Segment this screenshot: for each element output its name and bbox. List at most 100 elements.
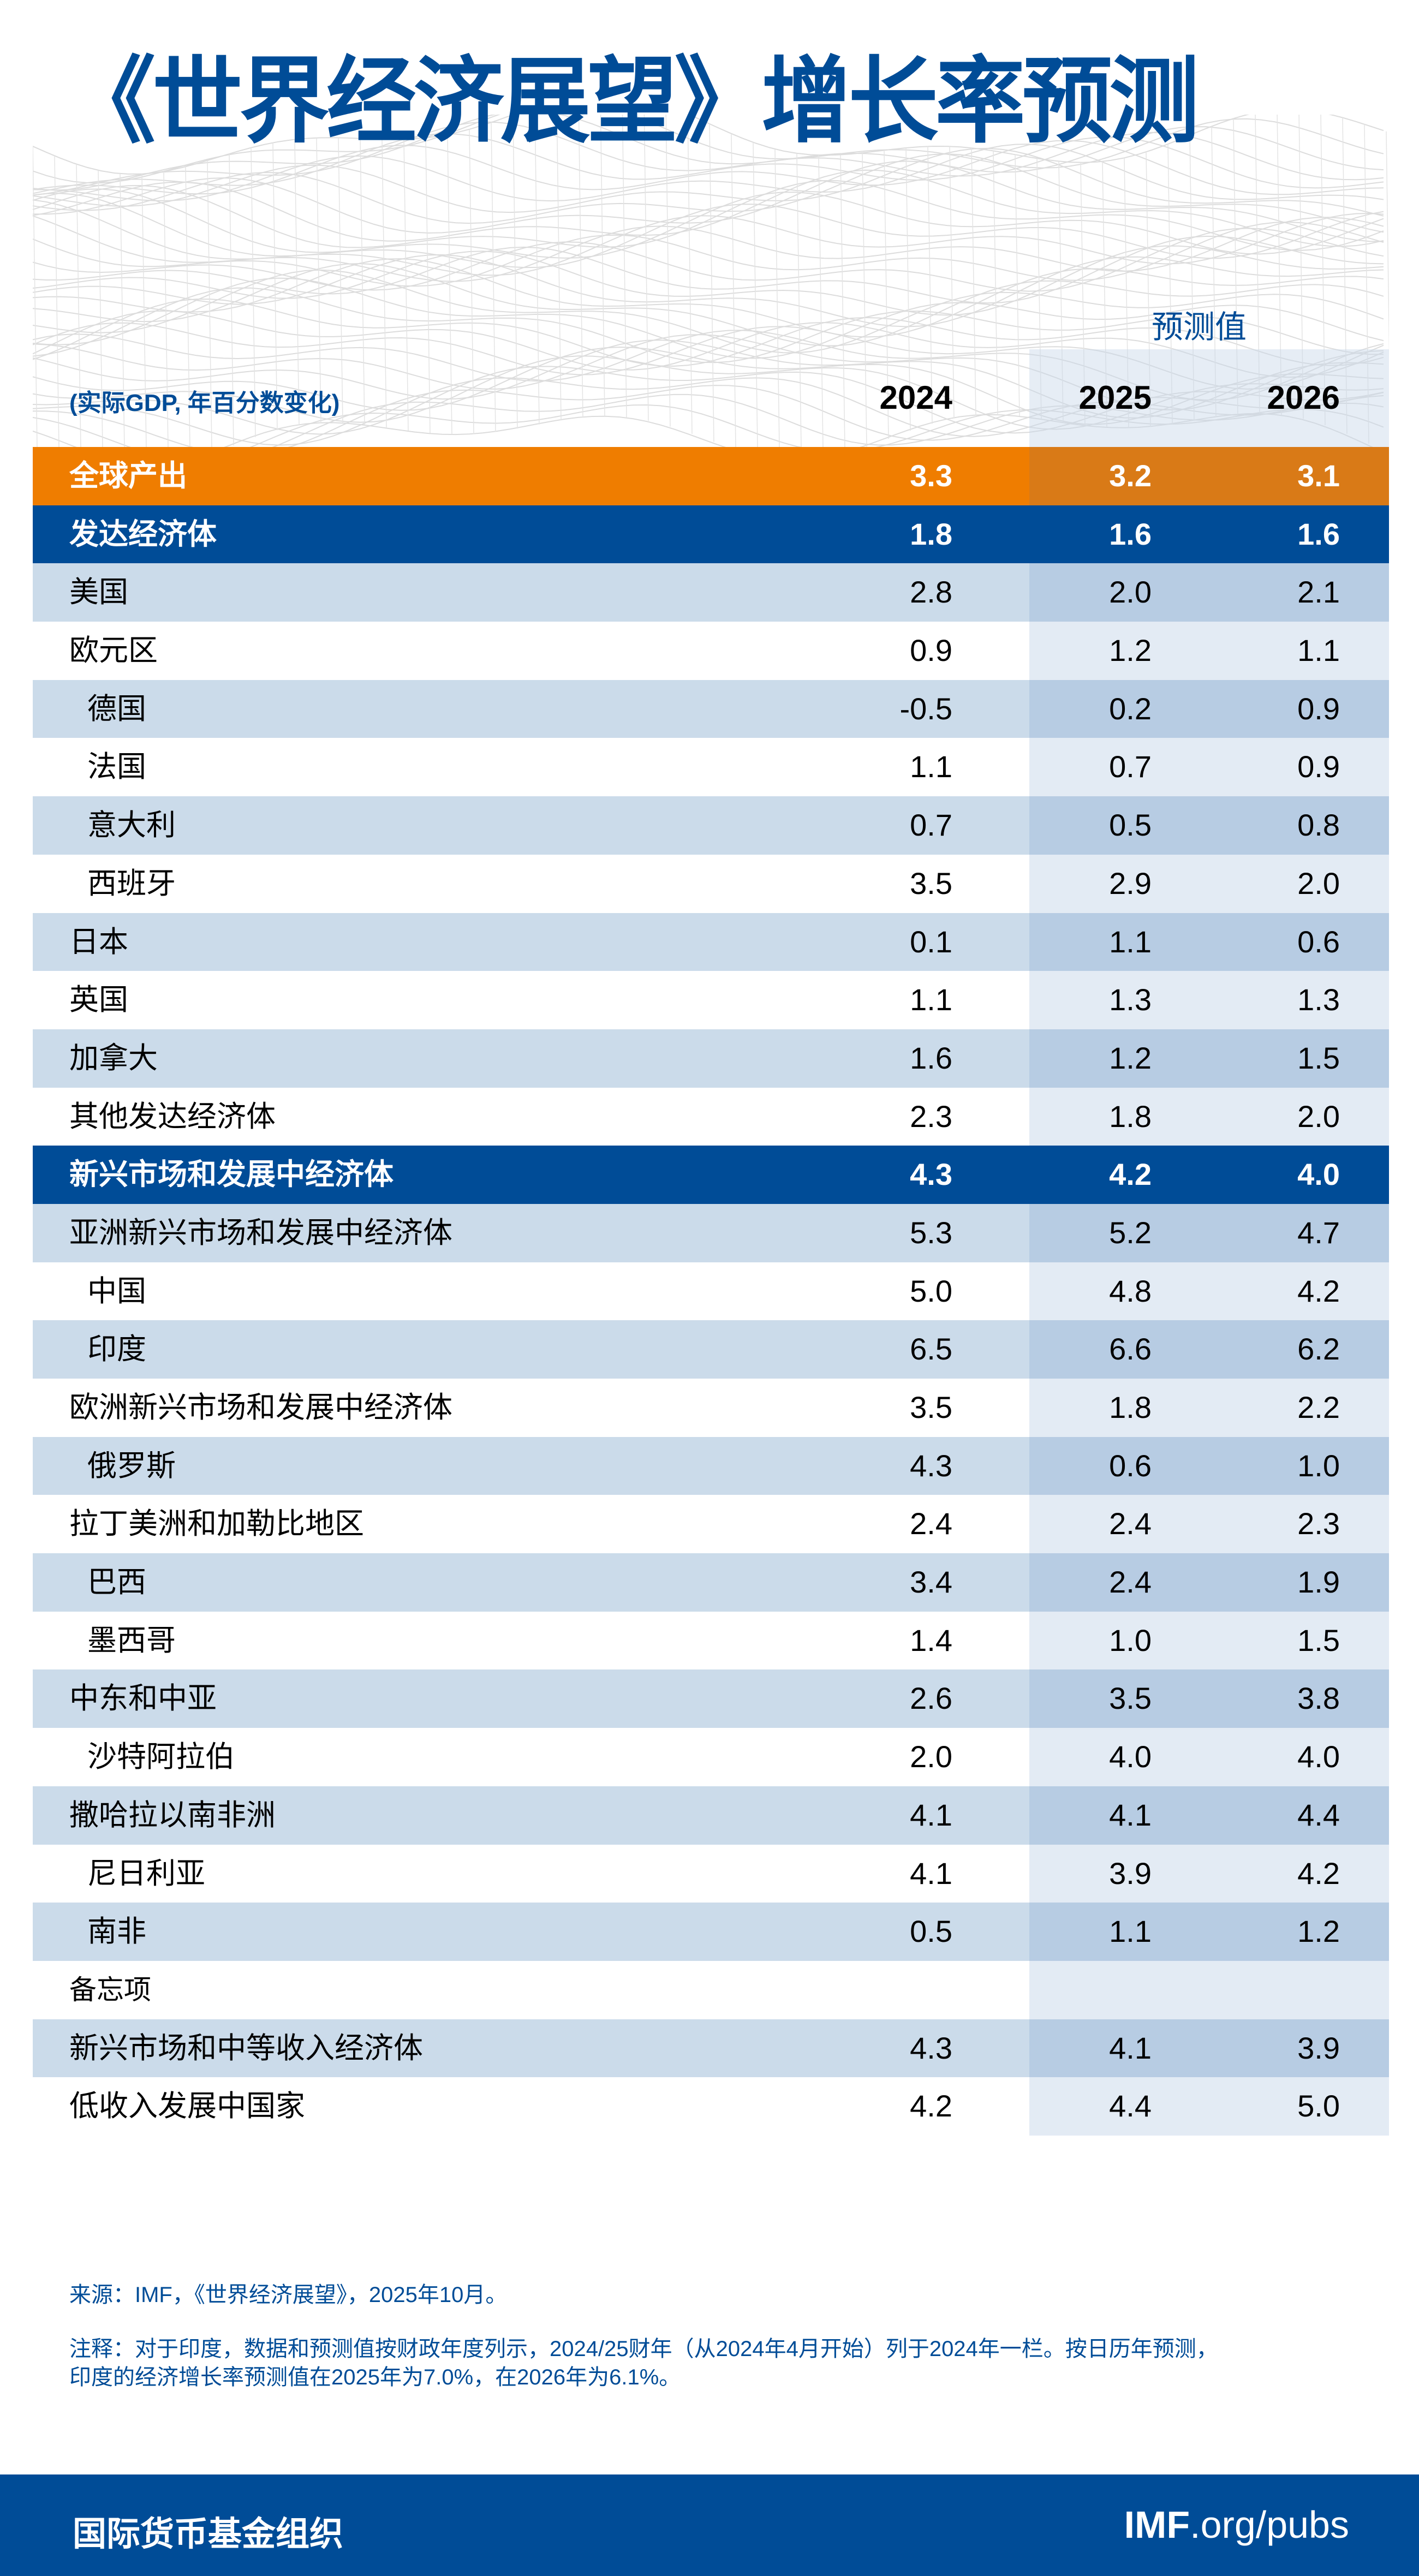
value-2024: 3.4 (910, 1565, 952, 1600)
table-row: 沙特阿拉伯 2.0 4.0 4.0 (33, 1728, 1389, 1786)
mesh-line (33, 228, 1384, 292)
value-2024: 3.5 (910, 866, 952, 901)
value-2026: 1.5 (1297, 1040, 1340, 1075)
row-label: 撒哈拉以南非洲 (69, 1798, 276, 1832)
value-2026: 4.7 (1297, 1215, 1340, 1250)
value-2025: 4.1 (1109, 2030, 1152, 2065)
mesh-line (1189, 135, 1195, 421)
mesh-line (687, 115, 693, 434)
forecast-cell-shade (1029, 1087, 1389, 1146)
forecast-cell-shade (1029, 1611, 1389, 1670)
mesh-line (622, 115, 627, 418)
value-2025: 0.5 (1109, 808, 1152, 843)
value-2024: 2.4 (910, 1506, 952, 1541)
value-2025: 2.9 (1109, 866, 1152, 901)
mesh-line (381, 139, 387, 428)
mesh-line (33, 339, 1384, 419)
value-2026: 2.0 (1297, 1099, 1340, 1134)
value-2026: 4.2 (1297, 1856, 1340, 1891)
mesh-line (33, 215, 1384, 282)
value-2025: 1.2 (1109, 633, 1152, 668)
row-label: 其他发达经济体 (69, 1100, 276, 1133)
mesh-line (33, 330, 1384, 401)
forecast-cell-shade (1029, 1436, 1389, 1495)
mesh-line (1080, 162, 1086, 425)
wave-mesh-background (33, 115, 1389, 448)
table-row: 法国 1.1 0.7 0.9 (33, 738, 1389, 797)
mesh-line (425, 138, 431, 433)
value-2026: 1.2 (1297, 1914, 1340, 1949)
table-row: 巴西 3.4 2.4 1.9 (33, 1553, 1389, 1612)
table-row: 低收入发展中国家 4.2 4.4 5.0 (33, 2077, 1389, 2136)
value-2026: 4.4 (1297, 1797, 1340, 1832)
value-2026: 2.2 (1297, 1390, 1340, 1424)
mesh-line (33, 147, 1384, 217)
year-header-2024: 2024 (879, 379, 952, 416)
mesh-line (818, 155, 824, 448)
row-label: 意大利 (87, 809, 176, 842)
row-label: 英国 (69, 983, 128, 1017)
value-2026: 1.9 (1297, 1565, 1340, 1600)
mesh-line (33, 258, 1384, 338)
mesh-line (840, 154, 845, 448)
table-row: 日本 0.1 1.1 0.6 (33, 913, 1389, 971)
value-2026: 5.0 (1297, 2089, 1340, 2124)
row-label: 尼日利亚 (87, 1857, 205, 1890)
mesh-line (1342, 117, 1348, 434)
table-row: 亚洲新兴市场和发展中经济体 5.3 5.2 4.7 (33, 1203, 1389, 1262)
value-2024: 3.3 (910, 458, 952, 493)
value-2024: 4.2 (910, 2089, 952, 2124)
row-label: 加拿大 (69, 1041, 158, 1075)
value-2026: 0.9 (1297, 749, 1340, 784)
value-2026: 3.8 (1297, 1681, 1340, 1716)
value-2026: 1.6 (1297, 516, 1340, 551)
value-2024: 1.8 (910, 516, 952, 551)
mesh-line (665, 115, 671, 427)
mesh-line (884, 150, 889, 439)
forecast-cell-shade (1029, 1262, 1389, 1321)
row-label: 沙特阿拉伯 (87, 1740, 235, 1774)
forecast-cell-shade (1029, 1903, 1389, 1961)
row-label: 欧元区 (69, 634, 158, 667)
value-2025: 1.2 (1109, 1040, 1152, 1075)
mesh-line (294, 139, 300, 426)
table-row: 新兴市场和中等收入经济体 4.3 4.1 3.9 (33, 2019, 1389, 2078)
value-2025: 2.4 (1109, 1506, 1152, 1541)
value-2026: 3.1 (1297, 458, 1340, 493)
table-row: 拉丁美洲和加勒比地区 2.4 2.4 2.3 (33, 1495, 1389, 1554)
mesh-line (709, 123, 714, 442)
forecast-cell-shade (1029, 1379, 1389, 1437)
site-link[interactable]: IMF.org/pubs (1124, 2503, 1349, 2547)
value-2026: 4.0 (1297, 1157, 1340, 1192)
forecast-cell-shade (1029, 1960, 1389, 2019)
mesh-line (33, 180, 1384, 251)
mesh-line (33, 153, 1384, 233)
year-header-2025: 2025 (1078, 379, 1152, 416)
value-2026: 6.2 (1297, 1332, 1340, 1367)
mesh-line (556, 115, 562, 421)
value-2025: 1.8 (1109, 1390, 1152, 1424)
value-2025: 2.4 (1109, 1565, 1152, 1600)
row-label: 日本 (69, 925, 128, 958)
value-2026: 2.3 (1297, 1506, 1340, 1541)
value-2024: 0.1 (910, 924, 952, 959)
mesh-line (33, 115, 1384, 191)
mesh-line (1320, 115, 1326, 426)
mesh-line (33, 160, 1384, 242)
footnote-line-1: 注释：对于印度，数据和预测值按财政年度列示，2024/25财年（从2024年4月… (69, 2337, 1218, 2361)
row-label: 美国 (69, 576, 128, 609)
table-row: 其他发达经济体 2.3 1.8 2.0 (33, 1087, 1389, 1146)
mesh-line (33, 245, 1384, 316)
value-2026: 4.0 (1297, 1739, 1340, 1774)
value-2026: 0.6 (1297, 924, 1340, 959)
forecast-cell-shade (1029, 1320, 1389, 1379)
mesh-line (33, 115, 1384, 175)
value-2026: 4.2 (1297, 1273, 1340, 1308)
row-label: 发达经济体 (69, 517, 217, 551)
row-label: 备忘项 (69, 1974, 151, 2005)
table-row: 中东和中亚 2.6 3.5 3.8 (33, 1669, 1389, 1728)
year-header-2026: 2026 (1267, 379, 1340, 416)
forecast-cell-shade (1029, 622, 1389, 680)
source-note: 来源：IMF，《世界经济展望》，2025年10月。 (69, 2283, 508, 2307)
mesh-line (120, 174, 125, 448)
